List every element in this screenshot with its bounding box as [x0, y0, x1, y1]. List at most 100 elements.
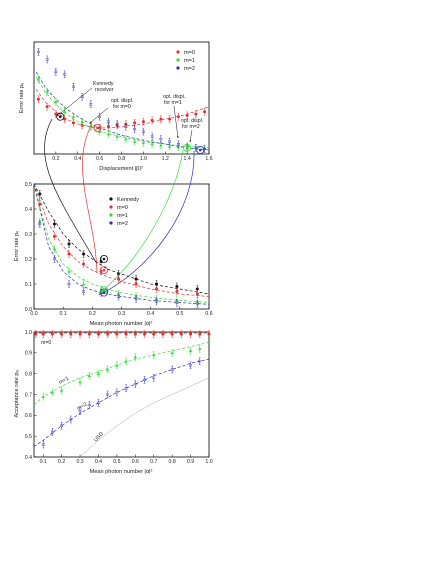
- data-point-m0: [38, 202, 42, 206]
- xtick-label: 0.1: [60, 311, 67, 317]
- data-point-m2: [116, 294, 121, 299]
- panel-acceptance-xticks: 0.1 0.2 0.3 0.4 0.5 0.6 0.7 0.8 0.9 1.0: [40, 454, 213, 465]
- annotation-kennedy-line2: receiver: [95, 87, 114, 93]
- xtick-label: 0.6: [205, 311, 212, 317]
- annotation-m2-line2: for m=2: [182, 124, 200, 130]
- panel-acceptance-fits: [33, 332, 210, 458]
- panel-acceptance-frame: [33, 331, 210, 458]
- data-point-kennedy: [38, 192, 42, 196]
- data-point-m0: [63, 117, 67, 121]
- curve-label-m2: m=2: [76, 402, 88, 412]
- data-point-m1: [106, 132, 111, 136]
- xtick-label: 0.8: [118, 156, 125, 162]
- panel-acceptance-ylabel: Acceptance rate pₐ: [14, 369, 20, 417]
- highlight-dot-m0: [102, 268, 106, 272]
- xtick-label: 0.2: [52, 156, 59, 162]
- data-point-m1: [150, 142, 154, 146]
- data-point-m0: [67, 252, 71, 256]
- highlight-ring-kennedy: [56, 112, 65, 121]
- data-point-m2: [154, 299, 159, 304]
- xtick-label: 0.2: [89, 311, 96, 317]
- data-point-m2: [170, 367, 174, 372]
- highlight-ring-m2: [196, 146, 205, 155]
- xtick-label: 0.6: [132, 459, 139, 465]
- data-point-m2: [80, 94, 84, 99]
- xtick-label: 0.3: [118, 311, 125, 317]
- data-point-m2: [38, 222, 42, 226]
- connector-m0: [82, 127, 98, 274]
- data-point-m1: [81, 282, 86, 286]
- data-point-m0: [34, 332, 38, 336]
- data-point-m2: [198, 359, 202, 364]
- data-point-m1: [115, 134, 119, 138]
- fit-curve-usd: [79, 377, 210, 458]
- panel-error-vs-photon-fits: [33, 183, 210, 305]
- legend-m2-marker: [176, 66, 180, 70]
- highlight-ring-m0: [93, 123, 102, 132]
- data-point-m0: [176, 115, 180, 119]
- legend2-m2-marker: [109, 221, 113, 225]
- panel-acceptance-points: [34, 330, 211, 449]
- data-point-m2: [63, 72, 67, 77]
- data-point-m0: [80, 123, 84, 127]
- data-point-m1: [80, 119, 84, 123]
- data-point-m0: [141, 120, 145, 124]
- data-point-kennedy: [195, 287, 199, 291]
- data-point-m1: [59, 388, 64, 392]
- data-point-m1: [87, 373, 91, 378]
- panel-error-vs-photon: 0.0 0.1 0.2 0.3 0.4 0.5 0.6 0.0 0.1 0.2 0.3 0.4 0.5…: [14, 182, 213, 327]
- data-point-m2: [152, 375, 156, 380]
- data-point-kennedy: [82, 252, 86, 256]
- data-point-m1: [71, 114, 76, 118]
- data-point-m0: [98, 126, 102, 130]
- data-point-m0: [36, 97, 40, 101]
- highlight-dot-m2: [198, 148, 202, 152]
- legend2-m1-marker: [109, 213, 113, 217]
- data-point-m0: [168, 117, 172, 121]
- data-point-m0: [194, 112, 198, 116]
- data-point-m1: [67, 269, 71, 273]
- data-point-m0: [143, 332, 147, 336]
- data-point-m2: [141, 129, 145, 134]
- data-point-m0: [189, 332, 193, 336]
- highlight-dot-m1: [185, 146, 189, 150]
- data-point-m1: [167, 144, 172, 148]
- data-point-m1: [159, 143, 163, 147]
- data-point-m0: [69, 332, 73, 336]
- data-point-m2: [159, 137, 163, 141]
- annotation-m0-line1: opt. displ.: [111, 98, 133, 104]
- ytick-label: 0.6: [25, 413, 32, 419]
- data-point-m2: [45, 57, 49, 62]
- fit-curve-kennedy: [33, 183, 210, 295]
- ytick-label: 0.3: [25, 232, 32, 238]
- xtick-label: 0.9: [187, 459, 194, 465]
- xtick-label: 0.1: [40, 459, 47, 465]
- data-point-m0: [175, 290, 179, 293]
- ytick-label: 0.5: [25, 434, 32, 440]
- xtick-label: 0.5: [176, 311, 183, 317]
- ytick-label: 0.2: [25, 257, 32, 263]
- data-point-m2: [106, 392, 110, 397]
- data-point-m2: [54, 69, 58, 74]
- ytick-label: 0.7: [25, 392, 32, 398]
- panel-acceptance-yticks: 0.4 0.5 0.6 0.7 0.8 0.9 1.0: [25, 330, 37, 461]
- data-point-m0: [124, 332, 128, 336]
- annotation-m2-arrow: [189, 129, 193, 143]
- curve-label-m1: m=1: [58, 376, 70, 386]
- data-point-m2: [124, 386, 128, 391]
- data-point-m0: [96, 332, 100, 336]
- legend2-m2-label: m=2: [117, 221, 128, 227]
- panel-displacement-annotations: Kennedy receiver opt. displ. for m=0 opt…: [56, 81, 203, 143]
- annotation-m2-line1: opt. displ.: [181, 118, 203, 124]
- data-point-m0: [207, 332, 211, 336]
- data-point-kennedy: [52, 222, 56, 226]
- ytick-label: 0.4: [25, 207, 32, 213]
- data-point-m0: [198, 332, 202, 336]
- highlight-ring-m0: [100, 266, 109, 275]
- panel-acceptance: 0.1 0.2 0.3 0.4 0.5 0.6 0.7 0.8 0.9 1.0 0.4 0.5 0.6…: [14, 330, 213, 475]
- data-point-m2: [52, 257, 57, 261]
- data-point-m0: [106, 332, 110, 336]
- annotation-m0-line2: for m=0: [113, 104, 131, 110]
- panel-acceptance-xlabel: Mean photon number |α|²: [90, 469, 153, 475]
- ytick-label: 0.1: [25, 282, 32, 288]
